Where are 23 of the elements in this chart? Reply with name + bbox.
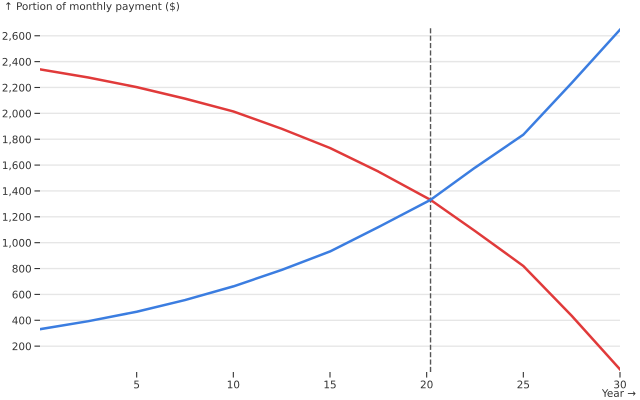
x-tick-label: 30: [614, 380, 626, 388]
line-series: [40, 28, 620, 330]
x-tick-label: 15: [324, 380, 336, 388]
y-tick-label: 1,200: [2, 213, 31, 222]
x-tick-label: 10: [228, 380, 240, 388]
y-tick-label: 2,200: [2, 84, 31, 93]
y-tick-label: 2,600: [2, 32, 31, 41]
y-tick-label: 800: [12, 264, 31, 273]
x-tick-label: 5: [134, 380, 140, 388]
y-tick-label: 600: [12, 290, 31, 299]
y-tick-label: 400: [12, 316, 31, 324]
y-tick-label: 200: [12, 342, 31, 350]
line-series: [40, 68, 620, 371]
y-tick-label: 1,000: [2, 238, 31, 248]
x-axis-title: Year →: [602, 389, 636, 397]
y-tick-label: 2,400: [2, 58, 31, 67]
x-tick-label: 20: [420, 380, 433, 388]
x-tick-label: 25: [517, 380, 530, 388]
y-tick-label: 2,000: [2, 110, 31, 119]
y-axis-title: ↑ Portion of monthly payment ($): [6, 2, 179, 12]
y-tick-label: 1,600: [2, 161, 31, 170]
y-tick-label: 1,800: [2, 135, 31, 144]
y-tick-label: 1,400: [2, 187, 31, 196]
